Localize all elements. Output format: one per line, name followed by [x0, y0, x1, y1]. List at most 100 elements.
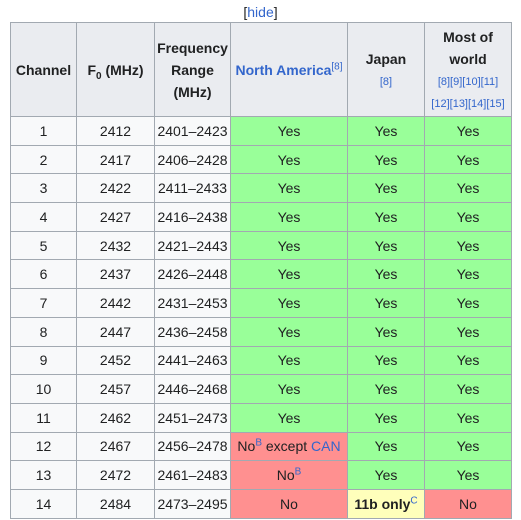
cell-most-of-world: Yes — [424, 288, 512, 318]
cell-north-america: NoB except CAN — [230, 431, 348, 462]
cell-frequency-range: 2473–2495 — [154, 488, 231, 519]
cell-most-of-world: Yes — [424, 316, 512, 347]
cell-frequency-range: 2416–2438 — [154, 202, 231, 232]
cell-japan: Yes — [347, 202, 425, 232]
cell-most-of-world: Yes — [424, 431, 512, 462]
cell-f0: 2472 — [76, 460, 155, 490]
hide-link[interactable]: hide — [247, 4, 274, 20]
table-row: 5 2432 2421–2443 Yes Yes Yes — [10, 230, 512, 261]
north-america-link[interactable]: North America — [235, 61, 332, 78]
cell-f0: 2427 — [76, 202, 155, 232]
na-status: No — [276, 467, 295, 484]
cell-f0: 2462 — [76, 402, 155, 433]
cell-channel: 11 — [10, 402, 77, 433]
cell-japan: Yes — [347, 402, 425, 433]
cell-frequency-range: 2401–2423 — [154, 116, 231, 146]
world-refs-line2[interactable]: [12][13][14][15] — [431, 97, 505, 110]
cell-frequency-range: 2456–2478 — [154, 431, 231, 462]
cell-most-of-world: Yes — [424, 345, 512, 376]
table-row: 11 2462 2451–2473 Yes Yes Yes — [10, 402, 512, 433]
table-row: 2 2417 2406–2428 Yes Yes Yes — [10, 144, 512, 175]
cell-north-america: Yes — [230, 173, 348, 204]
header-f0: F0 (MHz) — [76, 22, 155, 117]
cell-channel: 9 — [10, 345, 77, 376]
cell-channel: 13 — [10, 460, 77, 490]
cell-channel: 10 — [10, 374, 77, 404]
cell-frequency-range: 2421–2443 — [154, 230, 231, 261]
cell-f0: 2457 — [76, 374, 155, 404]
cell-japan: Yes — [347, 116, 425, 146]
na-footnote[interactable]: B — [255, 437, 262, 449]
bracket-close: ] — [273, 4, 278, 20]
cell-frequency-range: 2446–2468 — [154, 374, 231, 404]
cell-most-of-world: Yes — [424, 259, 512, 290]
header-f0-sub: 0 — [96, 70, 102, 82]
cell-japan: Yes — [347, 431, 425, 462]
cell-japan: Yes — [347, 316, 425, 347]
table-row: 6 2437 2426–2448 Yes Yes Yes — [10, 259, 512, 290]
na-status: No — [237, 438, 256, 455]
header-north-america: North America[8] — [230, 22, 348, 117]
na-footnote[interactable]: B — [294, 466, 302, 478]
cell-most-of-world: Yes — [424, 202, 512, 232]
cell-japan: 11b onlyC — [347, 488, 425, 519]
cell-most-of-world: Yes — [424, 173, 512, 204]
japan-ref[interactable]: [8] — [379, 75, 393, 88]
cell-frequency-range: 2411–2433 — [154, 173, 231, 204]
cell-frequency-range: 2431–2453 — [154, 288, 231, 318]
cell-north-america: Yes — [230, 259, 348, 290]
cell-japan: Yes — [347, 173, 425, 204]
cell-f0: 2437 — [76, 259, 155, 290]
cell-frequency-range: 2406–2428 — [154, 144, 231, 175]
cell-channel: 6 — [10, 259, 77, 290]
header-most-of-world: Most of world [8][9][10][11] [12][13][14][… — [424, 22, 512, 117]
table-row: 9 2452 2441–2463 Yes Yes Yes — [10, 345, 512, 376]
cell-north-america: Yes — [230, 316, 348, 347]
cell-frequency-range: 2441–2463 — [154, 345, 231, 376]
header-frequency-range: Frequency Range (MHz) — [154, 22, 231, 117]
cell-north-america: Yes — [230, 402, 348, 433]
cell-channel: 14 — [10, 488, 77, 519]
cell-f0: 2422 — [76, 173, 155, 204]
north-america-ref[interactable]: [8] — [331, 60, 343, 72]
cell-channel: 7 — [10, 288, 77, 318]
header-row: Channel F0 (MHz) Frequency Range (MHz) N… — [10, 22, 512, 117]
cell-japan: Yes — [347, 345, 425, 376]
cell-frequency-range: 2461–2483 — [154, 460, 231, 490]
table-row: 1 2412 2401–2423 Yes Yes Yes — [10, 116, 512, 146]
cell-japan: Yes — [347, 230, 425, 261]
cell-f0: 2447 — [76, 316, 155, 347]
japan-11b-only: 11b only — [354, 495, 411, 512]
cell-japan: Yes — [347, 259, 425, 290]
cell-frequency-range: 2426–2448 — [154, 259, 231, 290]
header-japan: Japan [8] — [347, 22, 425, 117]
cell-most-of-world: Yes — [424, 116, 512, 146]
canada-link[interactable]: CAN — [311, 438, 341, 455]
cell-channel: 1 — [10, 116, 77, 146]
japan-ref-line: [8] — [350, 70, 422, 92]
japan-footnote[interactable]: C — [410, 495, 418, 507]
world-refs-line1-wrap: [8][9][10][11] — [427, 70, 509, 92]
table-row: 4 2427 2416–2438 Yes Yes Yes — [10, 202, 512, 232]
cell-frequency-range: 2451–2473 — [154, 402, 231, 433]
cell-most-of-world: Yes — [424, 374, 512, 404]
cell-f0: 2452 — [76, 345, 155, 376]
cell-north-america: Yes — [230, 374, 348, 404]
japan-label: Japan — [365, 50, 407, 67]
cell-north-america: Yes — [230, 288, 348, 318]
cell-north-america: NoB — [230, 460, 348, 490]
cell-f0: 2484 — [76, 488, 155, 519]
cell-f0: 2412 — [76, 116, 155, 146]
table-row: 7 2442 2431–2453 Yes Yes Yes — [10, 288, 512, 318]
cell-channel: 8 — [10, 316, 77, 347]
na-except: except — [261, 438, 312, 455]
world-refs-line1[interactable]: [8][9][10][11] — [437, 75, 499, 88]
header-f0-main: F — [87, 61, 96, 78]
cell-japan: Yes — [347, 144, 425, 175]
table-row: 10 2457 2446–2468 Yes Yes Yes — [10, 374, 512, 404]
header-f0-unit: (MHz) — [101, 61, 144, 78]
table-row: 14 2484 2473–2495 No 11b onlyC No — [10, 488, 512, 519]
header-channel: Channel — [10, 22, 77, 117]
wifi-channel-table: Channel F0 (MHz) Frequency Range (MHz) N… — [10, 22, 512, 519]
cell-japan: Yes — [347, 288, 425, 318]
